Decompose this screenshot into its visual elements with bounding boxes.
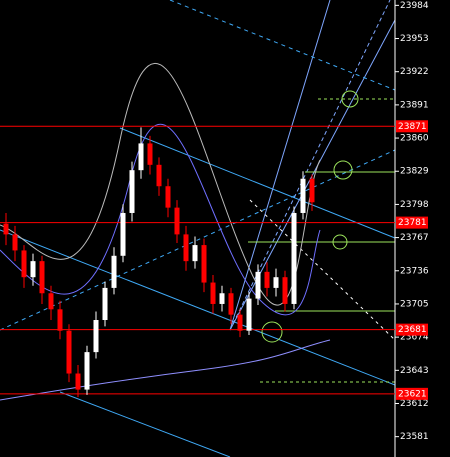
level-label: 23781 (398, 218, 427, 228)
marker-circle (332, 234, 348, 250)
candle-body (255, 271, 261, 299)
band-line (0, 339, 331, 401)
level-label-box (396, 216, 428, 229)
candle-body (129, 170, 135, 213)
candle-body (246, 298, 252, 331)
y-tick-label: 23798 (400, 200, 429, 210)
indicator-lines (0, 0, 396, 457)
level-label-box (396, 120, 428, 133)
candle-body (138, 143, 144, 171)
candle-body (102, 287, 108, 321)
y-tick-label: 23984 (400, 1, 429, 11)
y-tick-label: 23922 (400, 67, 429, 77)
dash-line (0, 149, 396, 331)
candle-body (30, 261, 36, 278)
marker-circle (341, 90, 359, 108)
candle-body (120, 212, 126, 256)
y-tick-label: 23643 (400, 366, 429, 376)
candle-body (12, 234, 18, 251)
candle-body (309, 178, 315, 203)
candle-body (273, 277, 279, 288)
candle-body (111, 255, 117, 288)
channel-line (59, 391, 231, 457)
candle-body (192, 245, 198, 262)
candle-body (228, 293, 234, 315)
candle-body (147, 143, 153, 165)
y-tick-label: 23612 (400, 399, 429, 409)
channel-line (0, 229, 396, 386)
candle-body (201, 245, 207, 283)
y-tick-label: 23736 (400, 266, 429, 276)
candle-body (174, 207, 180, 235)
band-line (0, 124, 321, 316)
candle-body (21, 250, 27, 278)
candle-body (300, 178, 306, 213)
y-tick-label: 23674 (400, 333, 429, 343)
candle-body (93, 320, 99, 353)
candle-body (291, 212, 297, 304)
level-label: 23621 (398, 389, 427, 399)
level-label-box (396, 387, 428, 400)
dash-line (249, 199, 396, 341)
candle-body (219, 293, 225, 304)
marker-circle (261, 321, 283, 343)
marker-circle (333, 160, 353, 180)
candle-body (264, 271, 270, 288)
candle-body (210, 282, 216, 304)
y-tick-label: 23705 (400, 299, 429, 309)
candle-body (48, 293, 54, 310)
candle-body (237, 314, 243, 331)
candle-body (39, 261, 45, 294)
candle-body (183, 234, 189, 262)
candle-body (3, 223, 9, 235)
y-tick-label: 23581 (400, 432, 429, 442)
dash-line (169, 0, 396, 91)
channel-line (119, 127, 396, 239)
candle-body (66, 330, 72, 374)
candle-body (75, 373, 81, 390)
candle-body (165, 186, 171, 208)
y-tick-label: 23767 (400, 233, 429, 243)
fan-line (229, 0, 391, 331)
candle-body (84, 352, 90, 390)
y-tick-label: 23953 (400, 34, 429, 44)
y-tick-label: 23860 (400, 134, 429, 144)
candle-body (156, 164, 162, 187)
level-label-box (396, 323, 428, 336)
candle-body (57, 309, 63, 331)
level-label: 23681 (398, 325, 427, 335)
y-tick-label: 23891 (400, 100, 429, 110)
fan-line (229, 0, 331, 331)
level-label: 23871 (398, 122, 427, 132)
y-tick-label: 23829 (400, 167, 429, 177)
candle-body (282, 277, 288, 304)
